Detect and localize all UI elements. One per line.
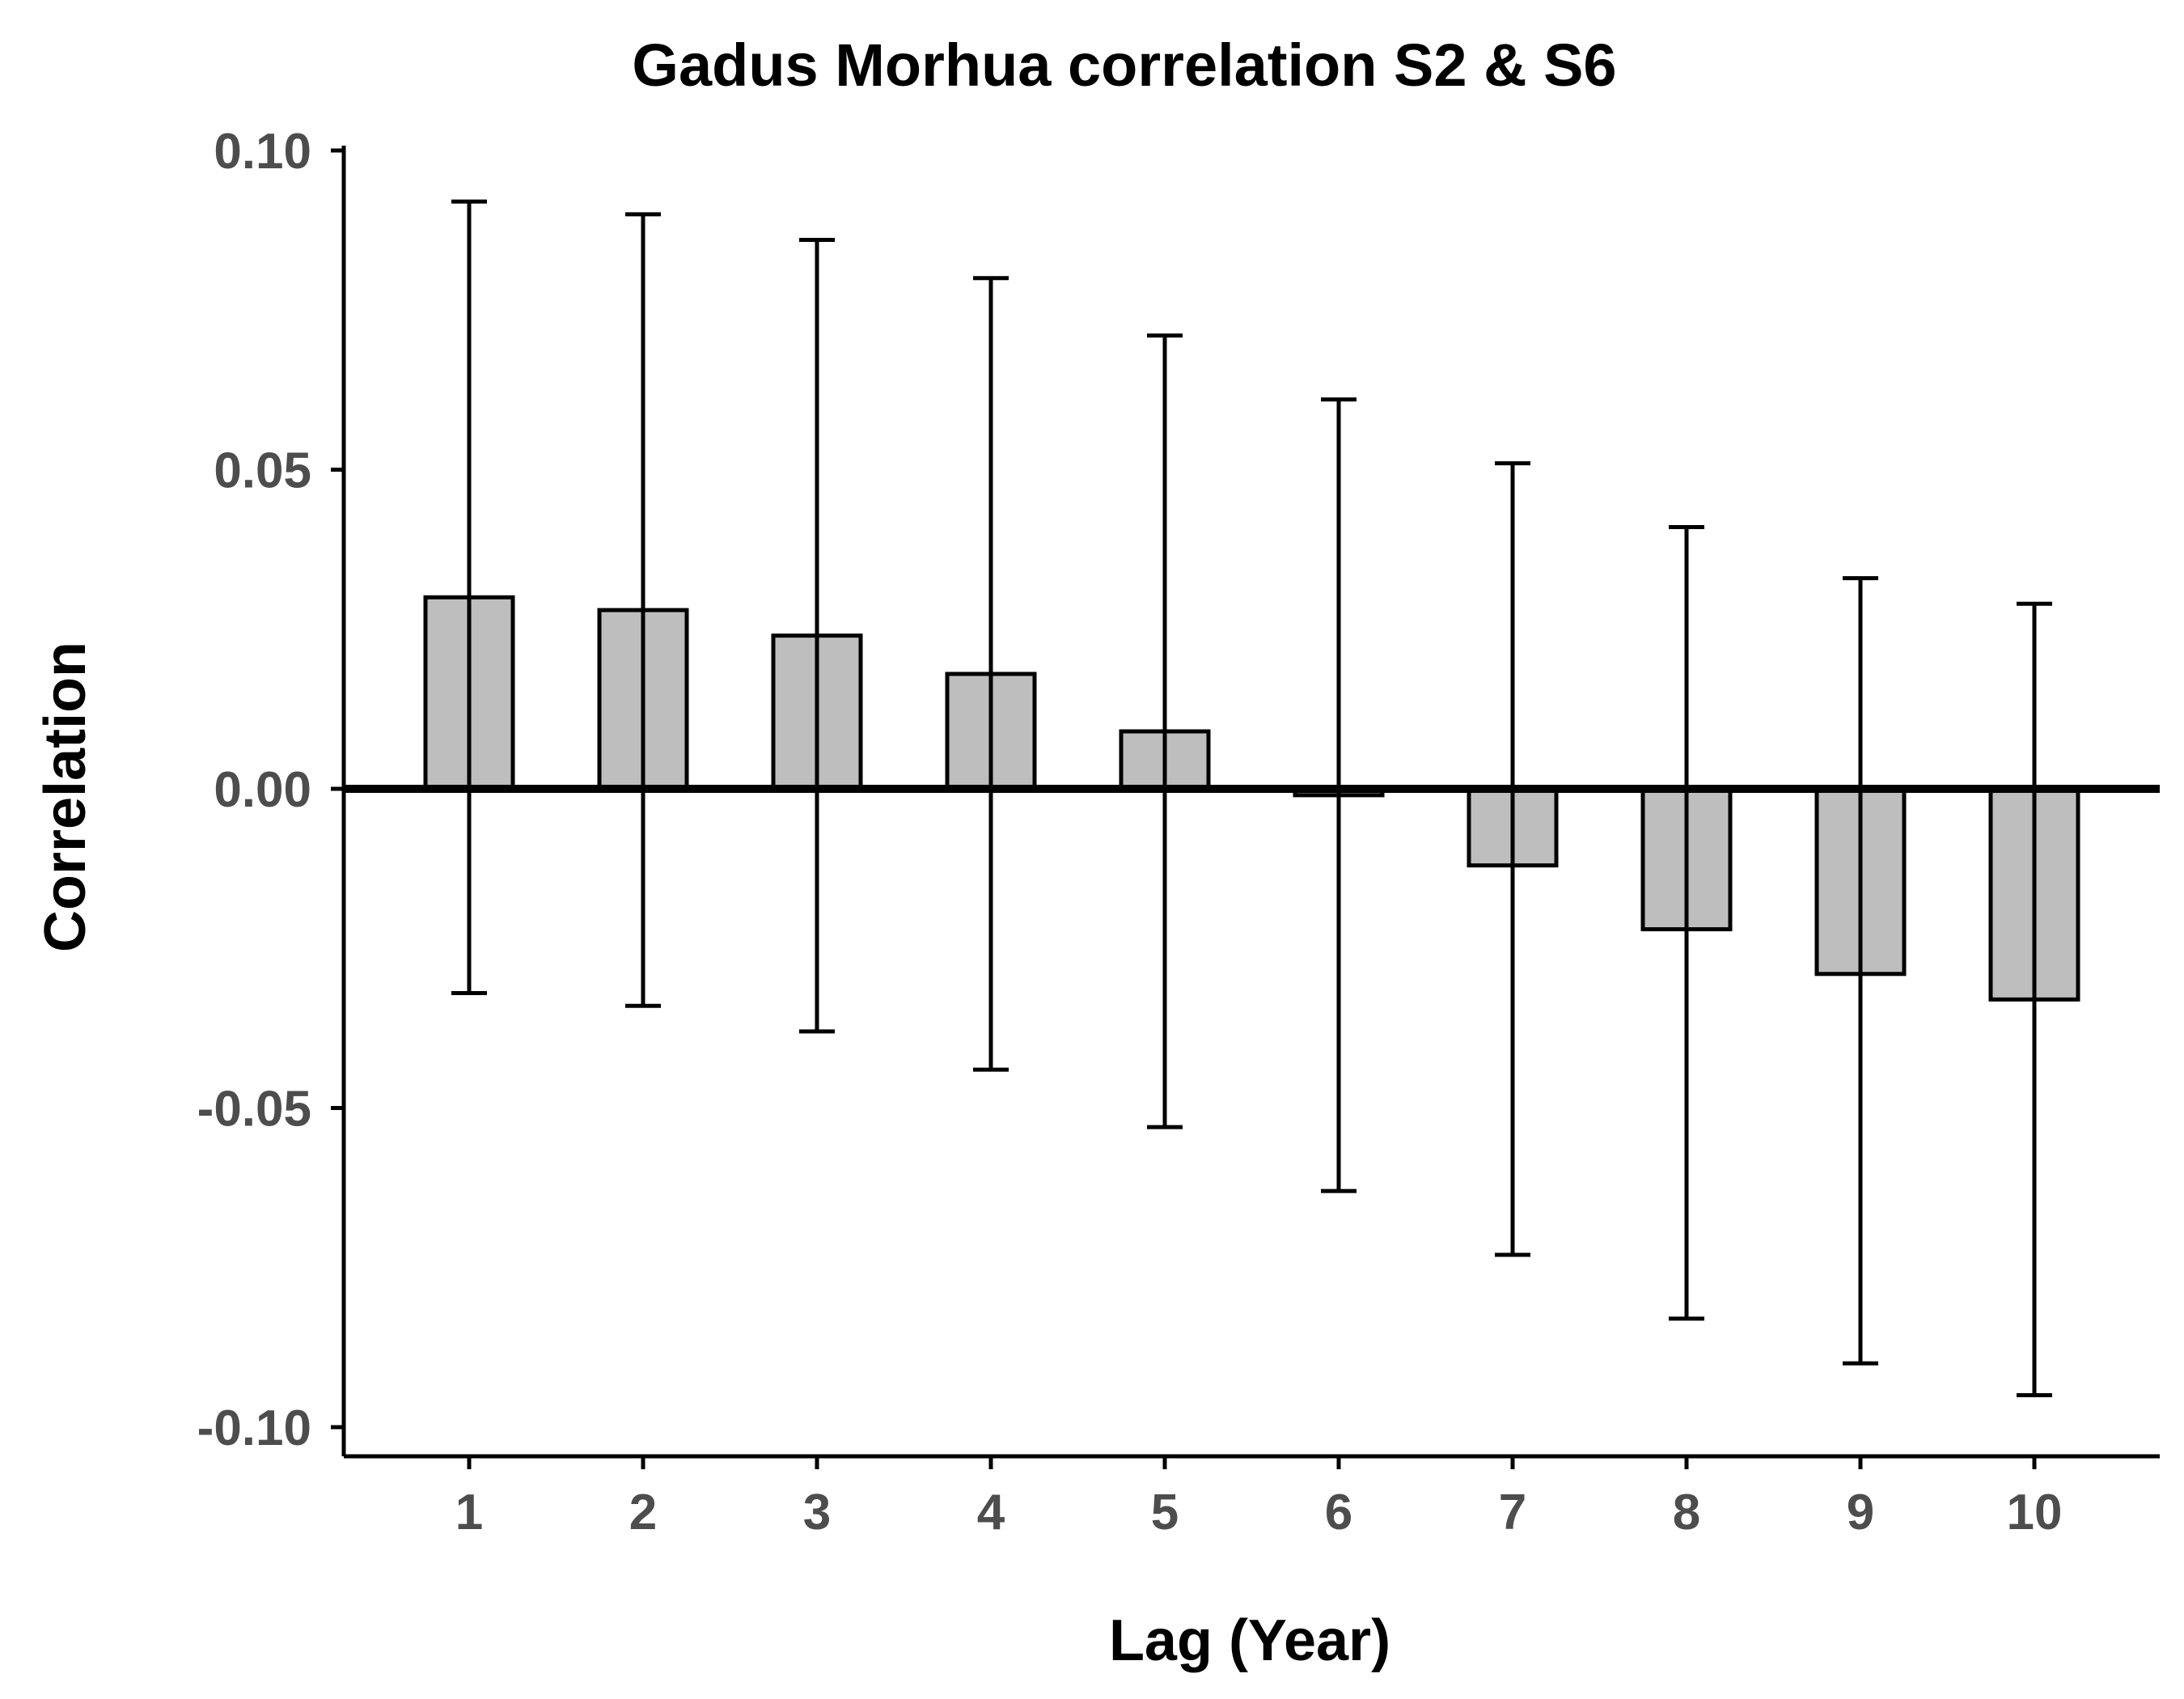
x-tick-label: 3 [803,1485,831,1540]
x-axis: 1 2 3 4 5 6 7 8 9 10 [344,1454,2160,1540]
chart-title: Gadus Morhua correlation S2 & S6 [632,32,1616,99]
x-axis-title: Lag (Year) [1109,1608,1390,1673]
x-tick-label: 6 [1325,1485,1352,1540]
bars [423,595,2080,1002]
y-tick-label: -0.05 [197,1082,311,1138]
y-tick-label: 0.05 [214,443,311,499]
x-tick-label: 7 [1499,1485,1526,1540]
x-tick-label: 4 [977,1485,1005,1540]
error-bars [451,199,2052,1398]
x-tick-label: 2 [629,1485,657,1540]
y-axis: -0.10 -0.05 0.00 0.05 0.10 [197,124,346,1456]
x-tick-label: 10 [2007,1485,2063,1540]
x-tick-label: 1 [455,1485,483,1540]
y-tick-label: 0.10 [214,124,311,180]
x-tick-label: 8 [1673,1485,1700,1540]
x-tick-label: 5 [1151,1485,1179,1540]
y-tick-label: 0.00 [214,762,311,818]
y-axis-title: Correlation [33,642,98,952]
x-tick-label: 9 [1847,1485,1874,1540]
y-tick-label: -0.10 [197,1400,311,1456]
